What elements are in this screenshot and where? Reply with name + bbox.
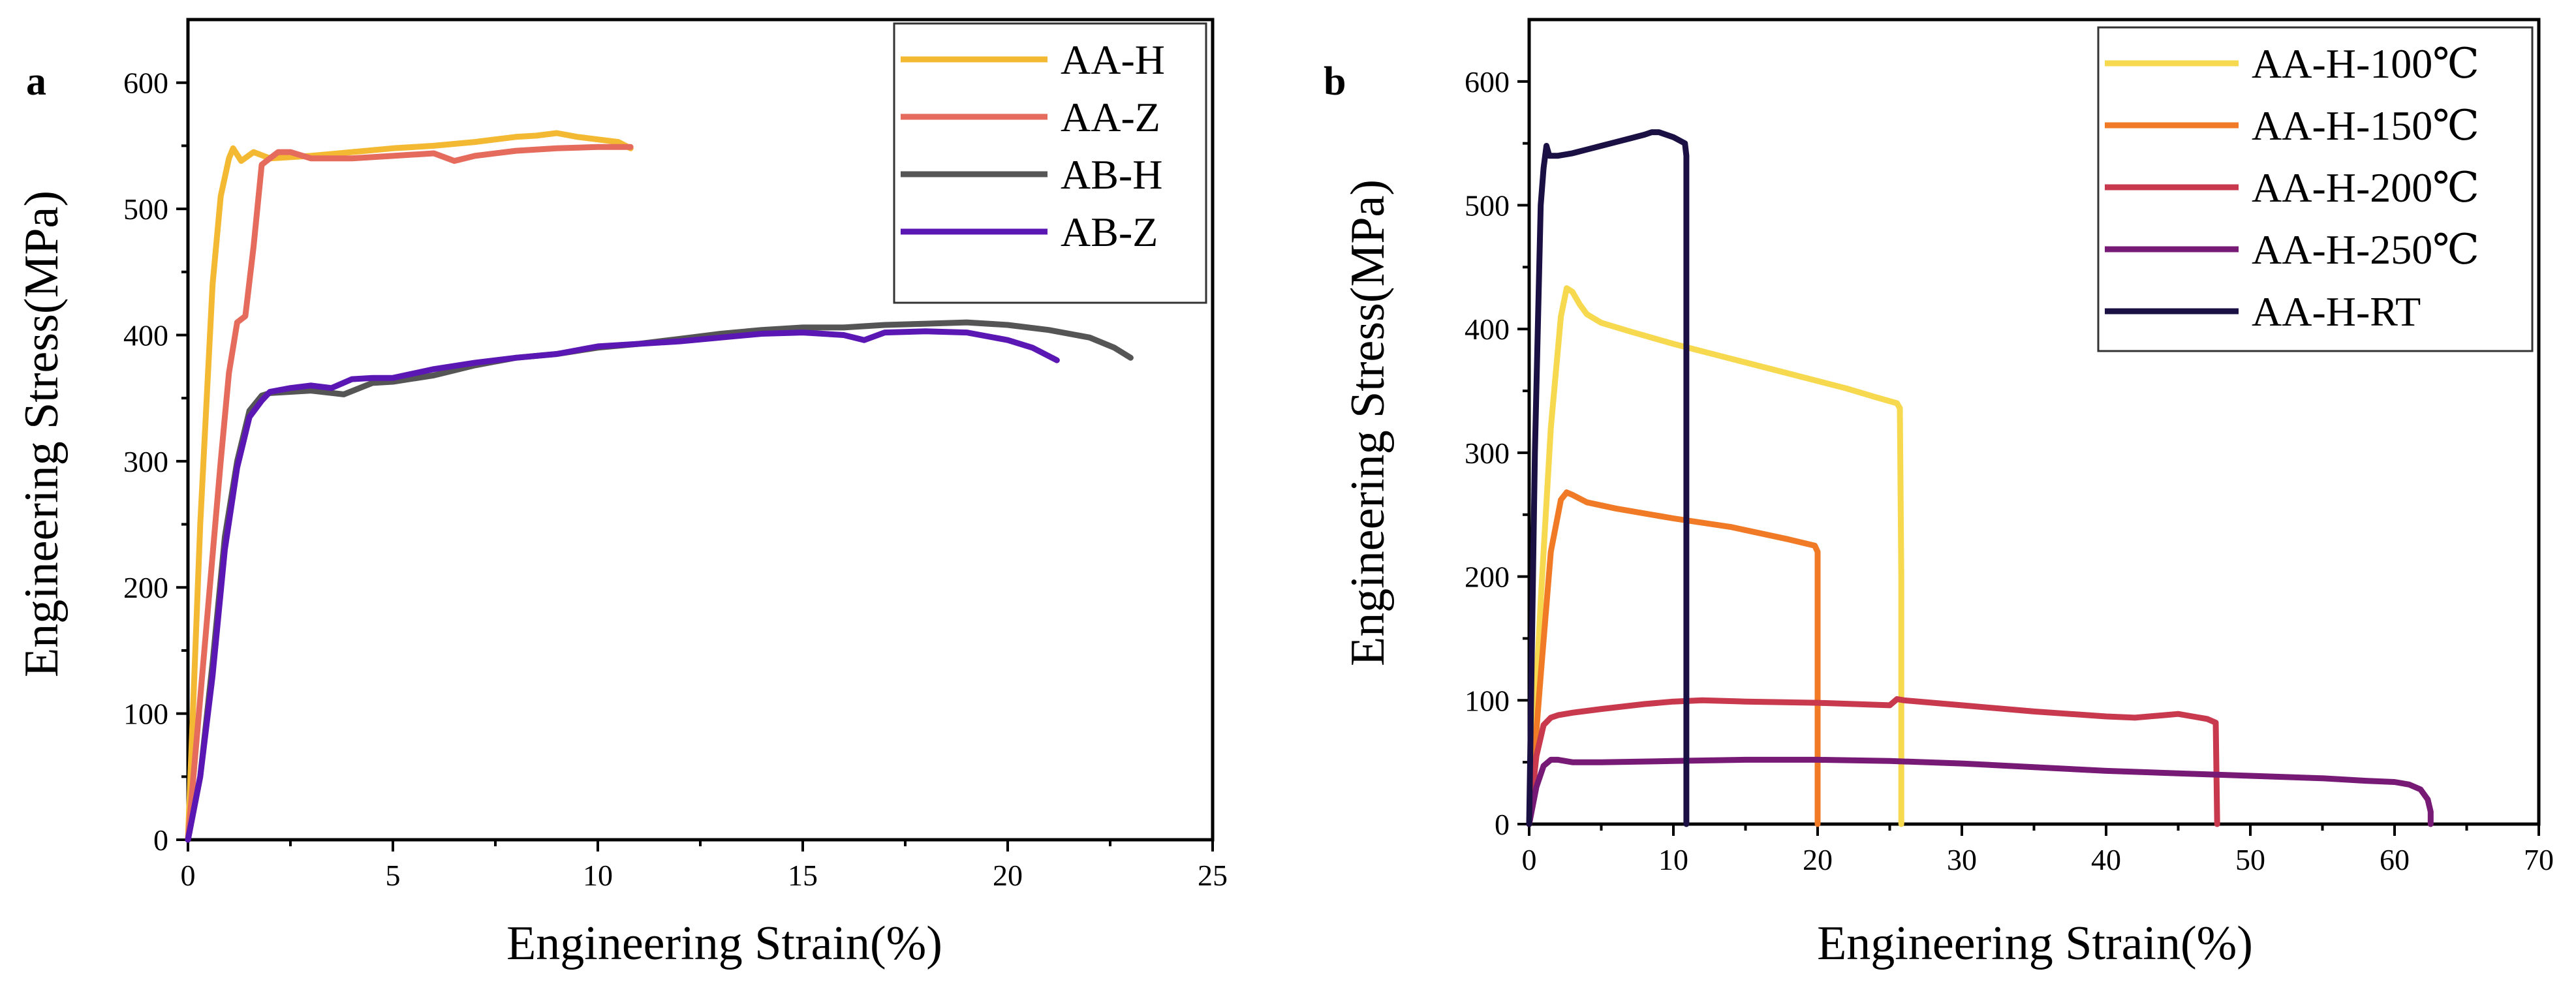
panel-b-legend: AA-H-100℃ AA-H-150℃ AA-H-200℃ AA-H-250℃ AA-H… [2097,26,2534,352]
y-tick-label: 300 [123,445,168,478]
panel-b-letter: b [1324,59,1346,104]
y-tick-label: 200 [1465,560,1510,594]
panel-b-axes: 0 10 20 30 40 50 60 70 0 100 200 300 400 500 600 [1465,18,2554,876]
y-tick-label: 500 [123,192,168,226]
legend-label: AA-H-100℃ [2252,40,2479,87]
y-tick-label: 400 [1465,313,1510,346]
x-tick-label: 15 [788,859,818,892]
series-line-AA-H [185,130,634,843]
x-tick-label: 30 [1947,843,1977,876]
panel-b-series [1526,129,2434,827]
series-line-AB-Z [185,328,1060,843]
series-line-AA-H-200℃ [1526,696,2220,827]
x-tick-label: 60 [2380,843,2410,876]
x-tick-label: 0 [1522,843,1537,876]
panel-b: b 0 10 20 30 40 50 60 70 0 100 200 300 400 500 600 AA-… [1324,18,2554,970]
panel-a-y-axis-title: Engineering Stress(MPa) [15,191,69,677]
x-tick-label: 40 [2091,843,2121,876]
series-line-AA-H-150℃ [1526,489,1821,827]
y-tick-label: 0 [153,823,168,857]
x-tick-label: 20 [993,859,1023,892]
panel-a-legend: AA-H AA-Z AB-H AB-Z [893,22,1207,304]
x-tick-label: 50 [2235,843,2265,876]
panel-a: a 0 5 10 15 20 25 0 100 200 300 400 500 600 AA-H AA-Z… [15,18,1228,970]
legend-box [893,22,1207,304]
series-line-AA-H-RT [1526,129,1690,827]
y-tick-label: 400 [123,318,168,352]
x-tick-label: 0 [181,859,196,892]
legend-label: AA-H-150℃ [2252,102,2479,149]
legend-label: AB-Z [1061,209,1158,255]
y-tick-label: 300 [1465,437,1510,470]
y-tick-label: 600 [123,67,168,100]
x-tick-label: 10 [1658,843,1688,876]
series-line-AA-Z [185,144,634,843]
y-tick-label: 0 [1495,808,1510,841]
x-tick-label: 70 [2524,843,2554,876]
y-tick-label: 100 [123,698,168,731]
y-tick-label: 100 [1465,684,1510,717]
series-line-AA-H-250℃ [1526,756,2434,827]
y-tick-label: 500 [1465,189,1510,222]
panel-a-letter: a [26,59,46,104]
panel-a-axes: 0 5 10 15 20 25 0 100 200 300 400 500 600 [123,18,1228,892]
legend-label: AA-H-RT [2252,288,2421,335]
x-tick-label: 10 [583,859,613,892]
y-tick-label: 600 [1465,65,1510,99]
panel-a-x-axis-title: Engineering Strain(%) [506,917,942,970]
panel-b-x-axis-title: Engineering Strain(%) [1817,917,2253,970]
x-tick-label: 5 [386,859,401,892]
y-tick-label: 200 [123,571,168,604]
x-tick-label: 25 [1198,859,1228,892]
panel-b-y-axis-title: Engineering Stress(MPa) [1341,179,1395,666]
x-tick-label: 20 [1803,843,1833,876]
legend-label: AA-H-250℃ [2252,226,2479,273]
series-line-AB-H [185,319,1134,843]
legend-label: AA-H-200℃ [2252,164,2479,211]
legend-label: AA-Z [1061,94,1160,140]
panel-a-series [185,130,1134,843]
legend-label: AA-H [1061,37,1165,83]
legend-label: AB-H [1061,151,1162,198]
series-line-AA-H-100℃ [1526,285,1904,827]
